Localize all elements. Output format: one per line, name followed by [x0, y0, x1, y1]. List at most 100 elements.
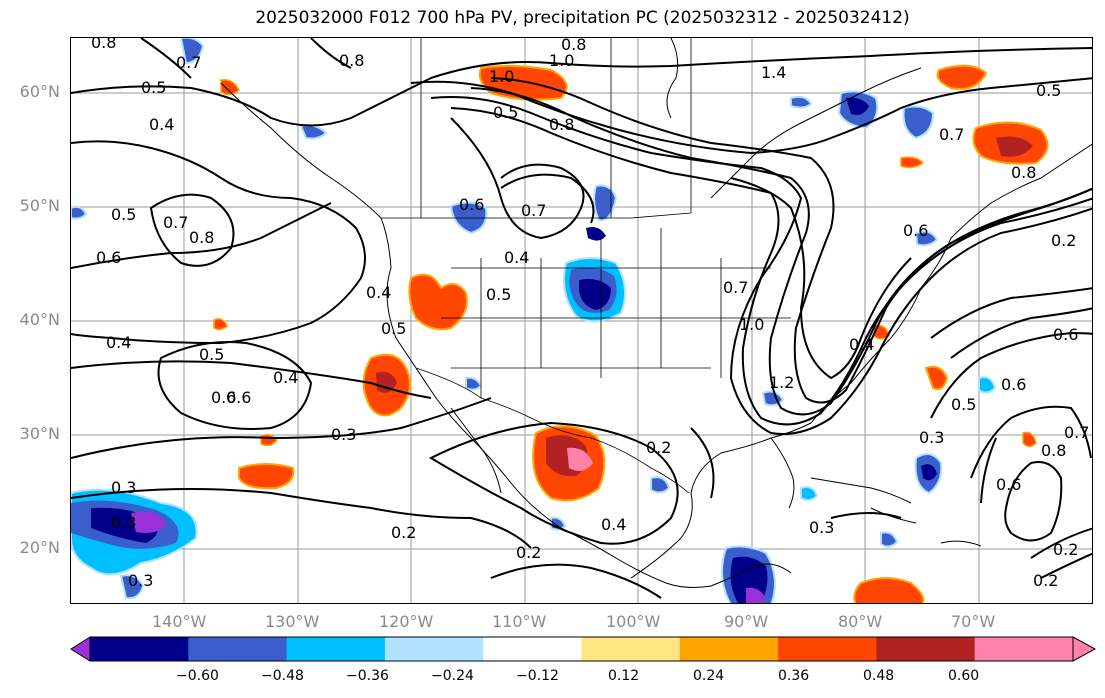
colorbar-tick-label: 0.24 [693, 668, 725, 684]
contour-label: 0.4 [273, 368, 298, 387]
contour-label: 0.8 [1041, 441, 1066, 460]
contour-label: 0.6 [903, 221, 928, 240]
contour-label: 0.7 [1064, 423, 1089, 442]
contour-label: 0.6 [1053, 325, 1078, 344]
colorbar-tick-label: −0.60 [176, 668, 219, 684]
colorbar-segment [974, 637, 1074, 661]
contour-label: 0.2 [1033, 571, 1058, 590]
colorbar-arrow-left [70, 636, 91, 662]
colorbar-segment [778, 637, 877, 661]
map-canvas: 0.8 0.7 0.5 0.4 0.8 1.0 0.8 1.0 0.5 0.8 … [71, 38, 1092, 603]
contour-label: 1.0 [489, 67, 514, 86]
contour-label: 0.4 [849, 335, 874, 354]
contour-label: 0.4 [366, 283, 391, 302]
contour-label: 0.2 [516, 543, 541, 562]
contour-label: 0.2 [391, 523, 416, 542]
colorbar-tick-label: 0.36 [778, 668, 810, 684]
colorbar-outline [89, 636, 1074, 662]
contour-label: 0.7 [521, 201, 546, 220]
colorbar-segment [483, 637, 582, 661]
colorbar [70, 636, 1096, 662]
lat-label-60n: 60°N [19, 82, 60, 101]
lon-label-120w: 120°W [379, 612, 434, 631]
contour-label: 0.7 [939, 125, 964, 144]
contour-label: 0.2 [1051, 231, 1076, 250]
contour-label: 0.8 [339, 51, 364, 70]
colorbar-segment [286, 637, 386, 661]
lon-label-70w: 70°W [951, 612, 996, 631]
contour-label: 0.5 [141, 78, 166, 97]
political-borders [381, 38, 791, 494]
contour-label: 1.2 [769, 373, 794, 392]
contour-label: 0.4 [504, 248, 529, 267]
contour-label: 0.8 [189, 228, 214, 247]
colorbar-tick-label: −0.48 [261, 668, 304, 684]
contour-label: 0.5 [486, 285, 511, 304]
colorbar-segments [70, 636, 1096, 662]
colorbar-segment [876, 637, 976, 661]
contour-label: 0.6 [996, 475, 1021, 494]
contour-label: 0.5 [1036, 81, 1061, 100]
contour-label: 0.4 [601, 515, 626, 534]
contour-label: 0.6 [226, 388, 251, 407]
graticule [71, 38, 1092, 603]
contour-label: 0.5 [111, 205, 136, 224]
contour-label: 1.0 [739, 315, 764, 334]
contour-label: 0.6 [1001, 375, 1026, 394]
lon-label-90w: 90°W [724, 612, 769, 631]
contour-label: 0.2 [646, 438, 671, 457]
colorbar-tick-label: −0.36 [346, 668, 389, 684]
contour-label: 0.4 [106, 333, 131, 352]
contour-label: 0.5 [199, 345, 224, 364]
map-title: 2025032000 F012 700 hPa PV, precipitatio… [255, 8, 910, 28]
contour-labels: 0.8 0.7 0.5 0.4 0.8 1.0 0.8 1.0 0.5 0.8 … [91, 38, 1089, 590]
contour-label: 0.6 [96, 248, 121, 267]
lon-label-140w: 140°W [152, 612, 207, 631]
colorbar-segment [679, 637, 779, 661]
contour-label: 0.3 [919, 428, 944, 447]
colorbar-arrow-right [1072, 636, 1096, 662]
contour-label: 0.7 [163, 213, 188, 232]
contour-label: 0.8 [1011, 163, 1036, 182]
lat-label-50n: 50°N [19, 196, 60, 215]
contour-label: 0.5 [951, 395, 976, 414]
contour-label: 0.6 [459, 195, 484, 214]
map-panel: 0.8 0.7 0.5 0.4 0.8 1.0 0.8 1.0 0.5 0.8 … [70, 37, 1093, 604]
colorbar-segment [90, 637, 189, 661]
contour-label: 0.2 [1053, 540, 1078, 559]
precip-shading [71, 38, 1049, 603]
colorbar-segment [581, 637, 681, 661]
contour-label: 0.8 [561, 38, 586, 54]
colorbar-tick-label: 0.48 [863, 668, 895, 684]
contour-label: 0.3 [111, 478, 136, 497]
pv-contours [71, 38, 1092, 599]
colorbar-tick-label: 0.12 [608, 668, 640, 684]
contour-label: 1.0 [549, 51, 574, 70]
lat-label-40n: 40°N [19, 310, 60, 329]
colorbar-segment [188, 637, 288, 661]
contour-label: 0.3 [128, 571, 153, 590]
contour-label: 0.6 [211, 388, 236, 407]
contour-label: 0.7 [723, 278, 748, 297]
lon-label-130w: 130°W [265, 612, 320, 631]
contour-label: 0.3 [111, 513, 136, 532]
contour-label: 0.3 [331, 425, 356, 444]
coastlines [220, 38, 1092, 588]
colorbar-segment [384, 637, 484, 661]
lon-label-80w: 80°W [838, 612, 883, 631]
colorbar-tick-label: −0.12 [516, 668, 559, 684]
colorbar-tick-label: −0.24 [431, 668, 474, 684]
contour-label: 0.7 [176, 53, 201, 72]
contour-label: 0.4 [149, 115, 174, 134]
lat-label-20n: 20°N [19, 538, 60, 557]
lon-label-100w: 100°W [606, 612, 661, 631]
contour-label: 1.4 [761, 63, 786, 82]
contour-label: 0.8 [549, 115, 574, 134]
contour-label: 0.3 [809, 518, 834, 537]
contour-label: 0.5 [381, 319, 406, 338]
contour-label: 0.8 [91, 38, 116, 52]
contour-label: 0.5 [493, 103, 518, 122]
colorbar-tick-label: 0.60 [948, 668, 980, 684]
lat-label-30n: 30°N [19, 424, 60, 443]
lon-label-110w: 110°W [492, 612, 547, 631]
